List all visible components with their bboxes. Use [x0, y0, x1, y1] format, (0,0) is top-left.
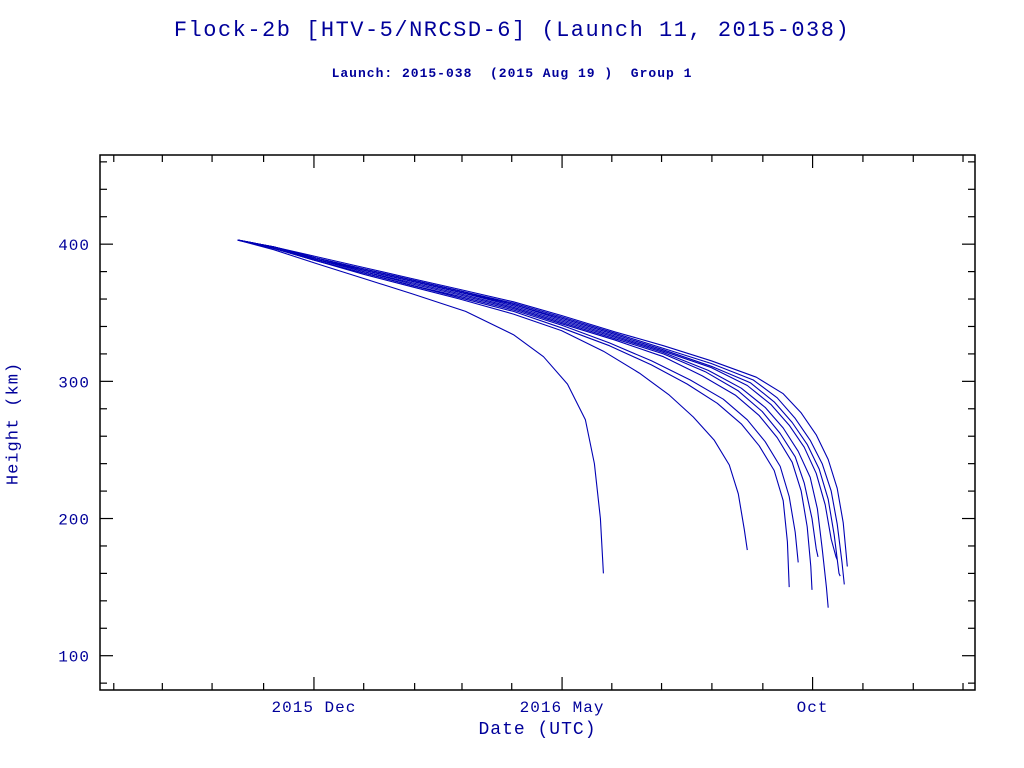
decay-curve-8 — [237, 239, 838, 560]
y-tick-label: 400 — [58, 237, 90, 255]
y-tick-label: 200 — [58, 512, 90, 530]
decay-curve-7 — [237, 239, 829, 608]
x-axis-label: Date (UTC) — [478, 720, 597, 740]
decay-curve-11 — [237, 239, 848, 567]
decay-curve-4 — [237, 239, 799, 563]
decay-curve-10 — [237, 239, 845, 585]
decay-curve-2 — [237, 239, 748, 551]
plot-frame — [99, 154, 976, 691]
decay-curve-3 — [237, 239, 790, 588]
chart-title: Flock-2b [HTV-5/NRCSD-6] (Launch 11, 201… — [173, 18, 851, 43]
chart-subtitle: Launch: 2015-038 (2015 Aug 19 ) Group 1 — [331, 66, 693, 81]
decay-curve-6 — [237, 239, 819, 558]
y-tick-label: 100 — [58, 649, 90, 667]
x-tick-label: 2016 May — [520, 699, 605, 717]
x-tick-label: 2015 Dec — [272, 699, 357, 717]
x-tick-label: Oct — [797, 699, 829, 717]
decay-curve-5 — [237, 239, 813, 590]
y-tick-label: 300 — [58, 374, 90, 392]
decay-curve-1 — [237, 239, 604, 574]
